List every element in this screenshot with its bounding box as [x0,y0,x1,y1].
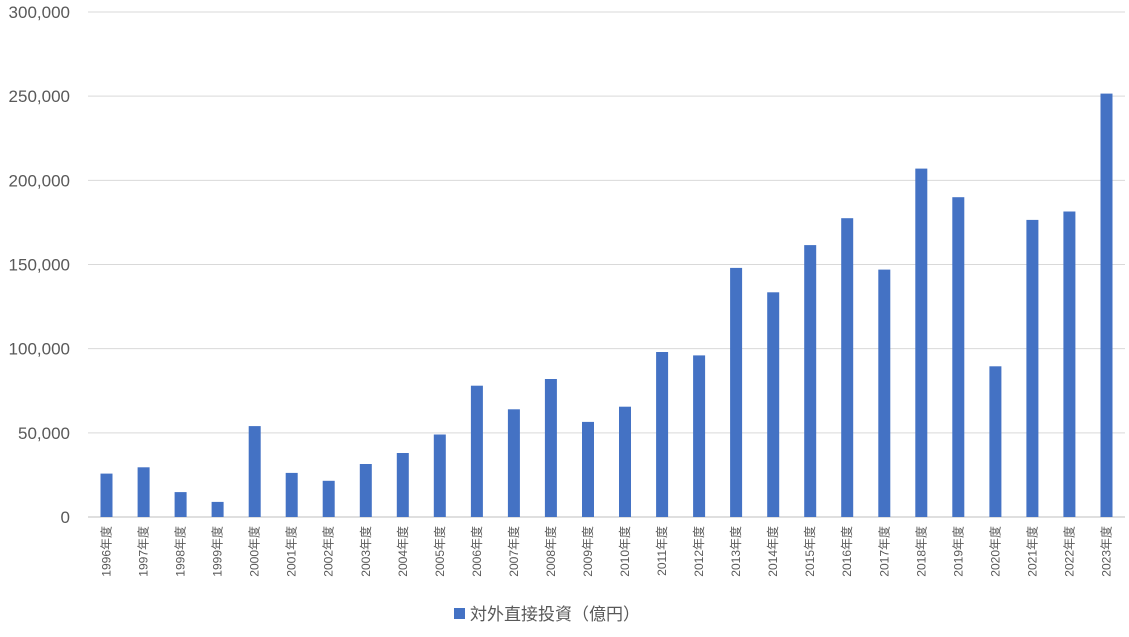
x-tick-label: 2014年度 [765,526,780,577]
bar [507,409,520,517]
x-tick-label: 2000年度 [247,526,262,577]
bar [137,467,150,517]
x-tick-label: 2004年度 [395,526,410,577]
y-tick-label: 200,000 [9,171,70,190]
bar [174,492,187,517]
bar [989,366,1002,517]
bar [285,472,298,517]
bar [915,168,928,517]
bar [619,406,631,517]
bar [952,197,965,517]
x-tick-label: 2011年度 [654,526,669,576]
x-tick-label: 2003年度 [358,526,373,577]
x-tick-label: 2001年度 [284,526,299,577]
bar [1063,211,1076,517]
x-tick-label: 2006年度 [469,526,484,577]
bar [359,464,372,517]
x-tick-label: 2008年度 [543,526,558,577]
legend-swatch [454,608,465,619]
bar [804,245,817,517]
x-tick-label: 2015年度 [802,526,817,577]
y-tick-label: 0 [61,508,70,527]
x-tick-label: 2020年度 [987,526,1002,577]
y-tick-label: 150,000 [9,256,70,275]
bar [656,352,669,517]
x-tick-label: 2022年度 [1061,526,1076,577]
bars [100,93,1113,517]
bar [1026,219,1039,517]
x-tick-label: 2013年度 [728,526,743,577]
x-tick-label: 1999年度 [210,526,225,577]
x-tick-label: 1996年度 [99,526,114,577]
bar [544,379,557,517]
y-tick-label: 300,000 [9,3,70,22]
x-tick-label: 2017年度 [876,526,891,577]
bar [211,501,224,517]
legend: 対外直接投資（億円） [454,605,640,625]
bar [433,434,446,517]
bar [730,267,743,517]
bar [248,426,261,517]
x-tick-label: 2021年度 [1024,526,1039,577]
bar [693,355,706,517]
y-tick-label: 100,000 [9,340,70,359]
x-tick-label: 2007年度 [506,526,521,577]
bar [582,421,594,517]
x-tick-label: 2010年度 [617,526,632,577]
x-tick-label: 1997年度 [136,526,151,577]
x-tick-label: 2018年度 [913,526,928,577]
x-tick-label: 2009年度 [580,526,595,577]
x-tick-label: 2019年度 [950,526,965,577]
bar [767,292,780,517]
legend-label: 対外直接投資（億円） [470,605,640,625]
bar [841,218,854,517]
bar [470,385,483,517]
x-tick-label: 2005年度 [432,526,447,577]
y-tick-label: 250,000 [9,87,70,106]
bar [322,480,335,517]
x-tick-label: 2023年度 [1099,526,1114,577]
y-axis-ticks: 0 50,000 100,000 150,000 200,000 250,000 300,0… [9,3,70,527]
y-tick-label: 50,000 [18,424,70,443]
x-tick-label: 1998年度 [173,526,188,577]
x-tick-label: 2016年度 [839,526,854,577]
bar [878,269,891,517]
bar [100,473,113,517]
bar [396,453,409,517]
bar [1100,93,1113,517]
x-tick-label: 2002年度 [321,526,336,577]
x-tick-label: 2012年度 [691,526,706,577]
gridlines [88,11,1125,518]
x-axis-ticks: 1996年度 1997年度 1998年度 1999年度 2000年度 2001年度 2002… [99,526,1114,577]
